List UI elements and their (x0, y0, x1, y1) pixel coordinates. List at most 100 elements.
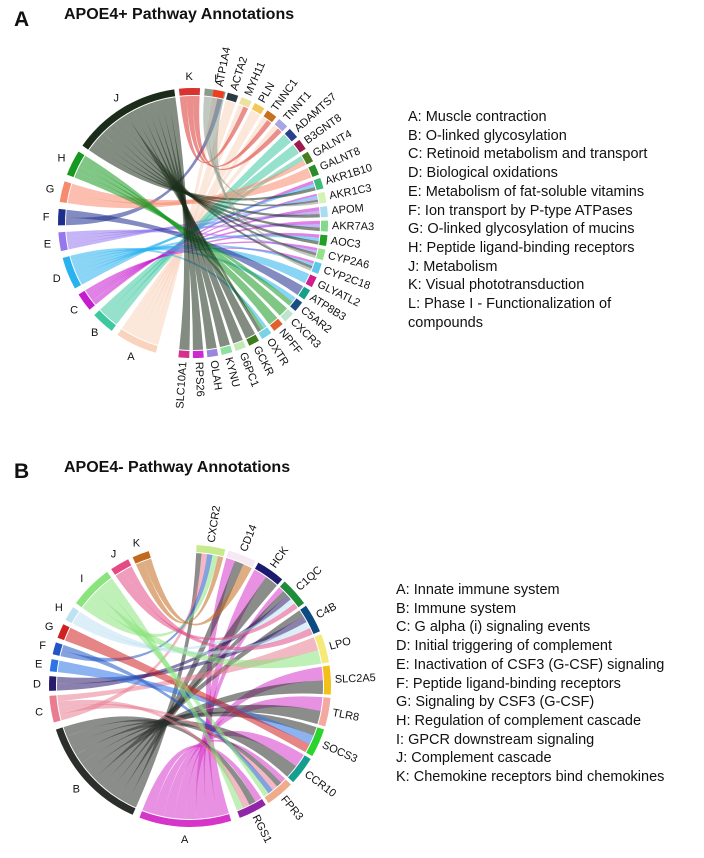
chord-ribbon (110, 134, 291, 325)
legend-item: G: O-linked glycosylation of mucins (408, 221, 635, 238)
pathway-label: C (35, 706, 43, 718)
chord-ribbon (57, 699, 250, 808)
pathway-arc (62, 256, 82, 289)
chord-ribbon (167, 97, 191, 350)
gene-arc (322, 665, 331, 695)
gene-label: AKR7A3 (332, 220, 374, 233)
gene-arc (308, 164, 319, 178)
chord-ribbon (160, 98, 204, 350)
pathway-arc (66, 151, 85, 178)
gene-label: TLR8 (331, 707, 360, 724)
legend-item: D: Biological oxidations (408, 165, 558, 182)
chord-ribbon (81, 704, 321, 772)
chord-ribbon (88, 144, 316, 201)
pathway-label: B (73, 783, 80, 795)
gene-arc (269, 318, 283, 331)
gene-label: C4B (314, 601, 339, 622)
gene-arc (293, 139, 306, 153)
legend-item: compounds (408, 314, 483, 331)
pathway-arc (49, 676, 57, 691)
chord-ribbon (103, 578, 244, 811)
legend-item: A: Muscle contraction (408, 109, 547, 125)
pathway-label: G (45, 621, 54, 633)
panel-b-title: APOE4- Pathway Annotations (64, 459, 291, 476)
gene-arc (192, 350, 204, 358)
chord-ribbon (193, 96, 282, 171)
pathway-arc (49, 695, 61, 723)
pathway-label: C (70, 304, 78, 316)
gene-arc (301, 151, 314, 165)
gene-arc (287, 755, 311, 783)
legend-item: E: Metabolism of fat-soluble vitamins (408, 183, 645, 200)
chord-ribbon (87, 680, 324, 779)
chord-ribbon (67, 160, 306, 209)
pathway-label: D (33, 678, 41, 690)
legend-item: E: Inactivation of CSF3 (G-CSF) signalin… (396, 656, 665, 673)
legend-item: D: Initial triggering of complement (396, 638, 612, 655)
gene-label: CCR10 (302, 769, 338, 800)
gene-arc (284, 128, 298, 142)
pathway-arc (59, 181, 72, 203)
gene-arc (314, 634, 330, 664)
gene-arc (233, 340, 246, 352)
chord-ribbon (143, 558, 252, 626)
chord-ribbon (57, 660, 314, 745)
pathway-arc (78, 290, 95, 310)
ribbons (66, 96, 320, 350)
gene-arc (306, 727, 325, 757)
gene-arc (305, 274, 317, 288)
chord-ribbon (94, 610, 304, 786)
pathway-arc (58, 231, 68, 252)
chord-ribbon (86, 241, 318, 295)
gene-arc (258, 327, 272, 339)
chord-ribbon (118, 560, 244, 804)
pathway-arc (178, 88, 201, 96)
chord-ribbon (60, 554, 213, 662)
chord-ribbon (95, 584, 269, 797)
legend-item: K: Visual phototransduction (408, 277, 585, 294)
gene-arc (212, 89, 225, 99)
chord-ribbon (66, 229, 317, 254)
gene-label: C1QC (294, 564, 325, 593)
gene-arc (263, 110, 277, 123)
gene-label: SLC10A1 (174, 361, 189, 409)
pathway-label: H (57, 152, 65, 164)
legend-item: C: G alpha (i) signaling events (396, 619, 591, 636)
legend-item: J: Metabolism (408, 258, 498, 275)
gene-label: RPS26 (193, 362, 206, 397)
legend-item: H: Peptide ligand-binding receptors (408, 239, 635, 256)
gene-arc (320, 220, 328, 232)
gene-label: OLAH (208, 360, 224, 391)
pathway-arc (49, 659, 59, 672)
gene-label: KYNU (222, 356, 241, 389)
pathway-arc (117, 329, 158, 353)
gene-arc (264, 779, 291, 804)
gene-label: FPR3 (278, 794, 305, 823)
pathway-arc (111, 559, 132, 575)
pathway-arc (139, 811, 232, 827)
chord-ribbon (75, 611, 310, 655)
chord-ribbon (57, 616, 307, 684)
pathway-label: D (53, 273, 61, 285)
gene-arc (317, 191, 327, 204)
pathway-label: E (44, 238, 51, 250)
pathway-arc (58, 208, 66, 226)
pathway-label: F (39, 640, 46, 652)
gene-arc (239, 97, 252, 108)
pathway-arc (75, 571, 112, 608)
gene-label: APOM (331, 202, 364, 217)
panel-a-legend: A: Muscle contraction B: O-linked glycosy… (408, 108, 647, 332)
chord-ribbon (203, 569, 267, 818)
gene-arc (318, 697, 331, 727)
pathway-arc (82, 89, 176, 150)
panel-a-title: APOE4+ Pathway Annotations (64, 6, 295, 23)
chord-ribbon (179, 96, 249, 163)
gene-arc (300, 605, 320, 635)
legend-item: B: Immune system (396, 600, 517, 617)
gene-arc (251, 103, 265, 115)
gene-arc (311, 261, 322, 274)
pathway-label: E (35, 658, 42, 670)
pathway-label: K (185, 71, 193, 83)
chord-ribbon (101, 591, 288, 793)
panel-a-letter: A (14, 8, 30, 31)
